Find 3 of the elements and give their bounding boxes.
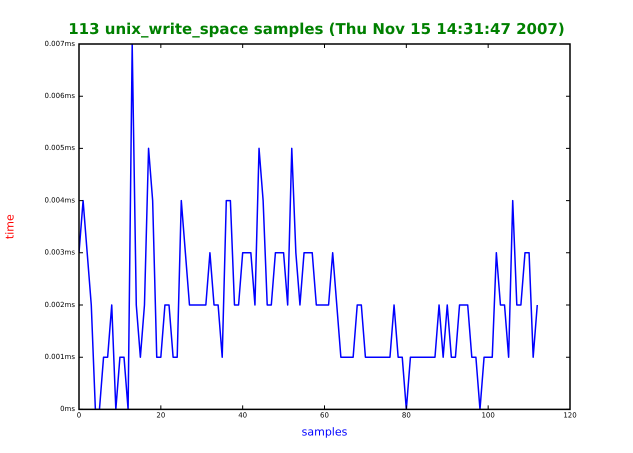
chart-title: 113 unix_write_space samples (Thu Nov 15 14:31:47 2007) [67,20,566,38]
y-axis-title: time [3,214,16,240]
x-axis-title: samples [302,425,348,438]
